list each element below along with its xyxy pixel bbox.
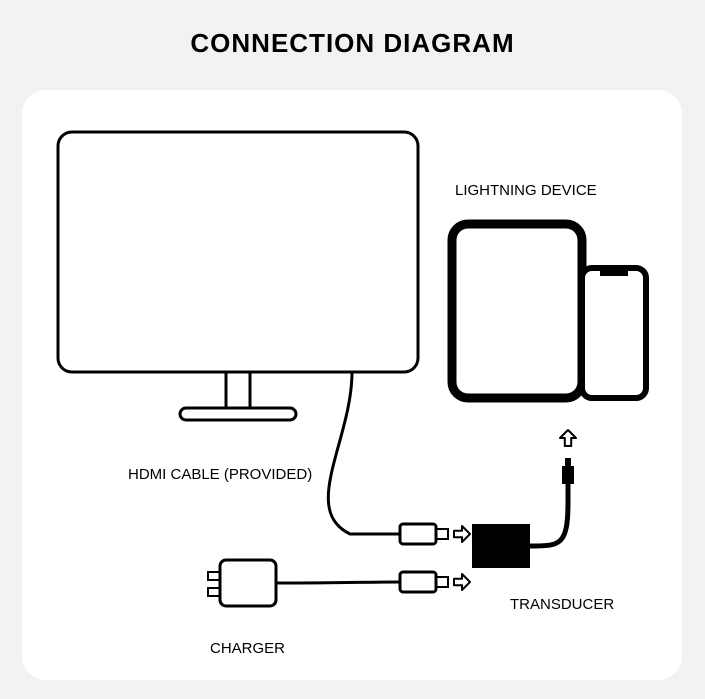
label-lightning: LIGHTNING DEVICE bbox=[455, 182, 597, 199]
label-charger: CHARGER bbox=[210, 640, 285, 657]
label-transducer: TRANSDUCER bbox=[510, 596, 614, 613]
connection-diagram bbox=[0, 0, 705, 699]
label-hdmi: HDMI CABLE (PROVIDED) bbox=[128, 466, 312, 483]
